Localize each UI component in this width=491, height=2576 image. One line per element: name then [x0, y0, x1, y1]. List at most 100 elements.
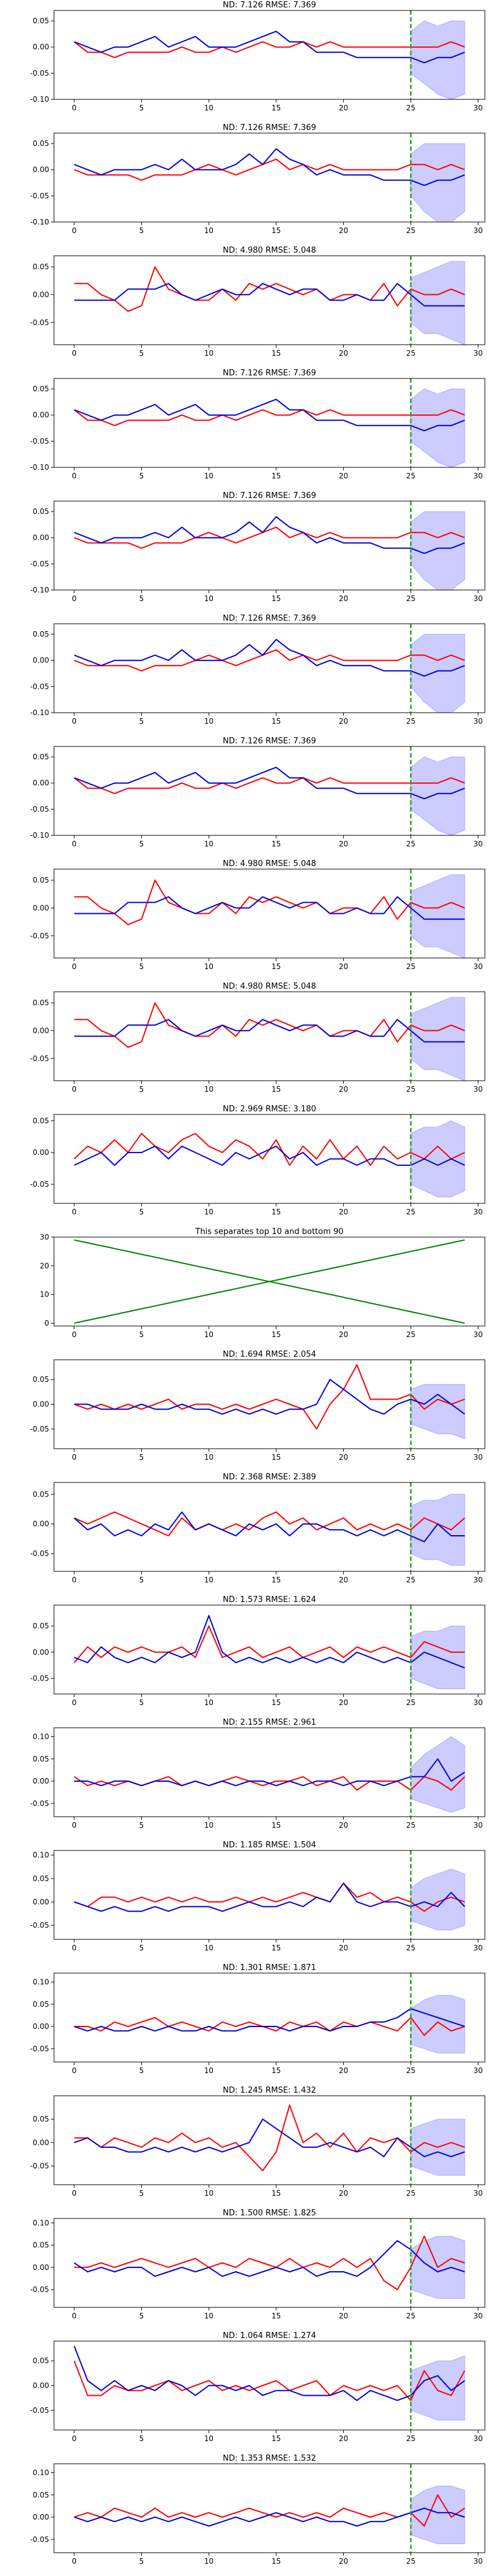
series-line-2 [74, 1882, 465, 1912]
series-line-2 [74, 2507, 465, 2527]
x-tick-label: 25 [406, 1944, 416, 1952]
x-tick-label: 25 [406, 472, 416, 480]
chart-panel-3: ND: 4.980 RMSE: 5.048 0 5 10 15 20 25 30 -0.05 0.… [0, 245, 491, 368]
x-tick-label: 25 [406, 2557, 416, 2566]
chart-title: ND: 2.969 RMSE: 3.180 [223, 1105, 316, 1114]
chart-svg: ND: 7.126 RMSE: 7.369 0 5 10 15 20 25 30 -0.10 -0… [30, 737, 485, 848]
x-tick-label: 15 [271, 1453, 280, 1462]
confidence-band [410, 1384, 465, 1439]
y-tick-label: 0.05 [33, 1622, 49, 1630]
y-tick-label: -0.05 [30, 2535, 49, 2543]
x-tick-label: 30 [473, 1698, 482, 1707]
x-tick-label: 15 [271, 1330, 280, 1339]
chart-title: ND: 4.980 RMSE: 5.048 [223, 982, 316, 991]
series-line-1 [74, 2494, 465, 2527]
chart-svg: ND: 1.573 RMSE: 1.624 0 5 10 15 20 25 30 -0.05 0.… [30, 1595, 485, 1707]
y-tick-label: 0.00 [33, 2513, 49, 2521]
x-tick-label: 15 [271, 1208, 280, 1216]
x-tick-label: 30 [473, 2434, 482, 2443]
y-tick-label: -0.10 [30, 218, 49, 226]
chart-svg: ND: 1.353 RMSE: 1.532 0 5 10 15 20 25 30 -0.05 0.… [30, 2454, 485, 2566]
confidence-band [410, 997, 465, 1081]
y-tick-label: -0.05 [30, 1054, 49, 1063]
y-tick-label: -0.10 [30, 463, 49, 472]
x-tick-label: 20 [339, 226, 348, 235]
x-tick-label: 10 [204, 226, 214, 235]
x-tick-label: 0 [72, 2312, 77, 2320]
x-tick-label: 10 [204, 1944, 214, 1952]
confidence-band [410, 1868, 465, 1931]
series-line-2 [74, 2008, 465, 2032]
chart-svg: ND: 1.301 RMSE: 1.871 0 5 10 15 20 25 30 -0.05 0.… [30, 1963, 485, 2075]
plot-frame [53, 868, 485, 959]
x-tick-label: 15 [271, 2066, 280, 2075]
plot-frame [53, 132, 485, 223]
x-tick-label: 10 [204, 2557, 214, 2566]
x-tick-label: 5 [139, 226, 144, 235]
chart-svg: ND: 2.155 RMSE: 2.961 0 5 10 15 20 25 30 -0.05 0.… [30, 1718, 485, 1830]
x-tick-label: 25 [406, 2434, 416, 2443]
series-line-2 [74, 148, 465, 186]
plot-frame [53, 1114, 485, 1204]
confidence-band [410, 1493, 465, 1566]
chart-panel-17: ND: 1.301 RMSE: 1.871 0 5 10 15 20 25 30 -0.05 0.… [0, 1963, 491, 2085]
x-tick-label: 10 [204, 1821, 214, 1830]
y-tick-label: -0.05 [30, 682, 49, 691]
plot-frame [53, 746, 485, 836]
x-tick-label: 20 [339, 2066, 348, 2075]
x-tick-label: 30 [473, 1208, 482, 1216]
chart-panel-10: ND: 2.969 RMSE: 3.180 0 5 10 15 20 25 30 -0.05 0.… [0, 1104, 491, 1227]
chart-title: ND: 4.980 RMSE: 5.048 [223, 859, 316, 868]
plot-frame [53, 1604, 485, 1695]
x-tick-label: 0 [72, 1208, 77, 1216]
series-line-2 [74, 2118, 465, 2158]
x-tick-label: 0 [72, 1698, 77, 1707]
x-tick-label: 10 [204, 717, 214, 726]
x-tick-label: 15 [271, 226, 280, 235]
x-tick-label: 15 [271, 1944, 280, 1952]
y-tick-label: 0.00 [33, 1400, 49, 1409]
chart-svg: ND: 7.126 RMSE: 7.369 0 5 10 15 20 25 30 -0.10 -0… [30, 614, 485, 726]
chart-svg: ND: 2.368 RMSE: 2.389 0 5 10 15 20 25 30 -0.05 0.… [30, 1473, 485, 1584]
chart-title: ND: 7.126 RMSE: 7.369 [223, 123, 316, 132]
series-line-1 [74, 2017, 465, 2036]
x-tick-label: 10 [204, 594, 214, 603]
x-tick-label: 5 [139, 2189, 144, 2198]
y-tick-label: 0.05 [33, 507, 49, 516]
x-tick-label: 30 [473, 717, 482, 726]
chart-svg: ND: 1.185 RMSE: 1.504 0 5 10 15 20 25 30 -0.05 0.… [30, 1841, 485, 1952]
x-tick-label: 10 [204, 2312, 214, 2320]
x-tick-label: 25 [406, 840, 416, 848]
y-tick-label: 0.05 [33, 1755, 49, 1763]
chart-svg: ND: 2.969 RMSE: 3.180 0 5 10 15 20 25 30 -0.05 0.… [30, 1105, 485, 1216]
y-tick-label: 0.00 [33, 1648, 49, 1657]
plot-frame [53, 2095, 485, 2185]
chart-panel-21: ND: 1.353 RMSE: 1.532 0 5 10 15 20 25 30 -0.05 0.… [0, 2453, 491, 2576]
chart-panel-20: ND: 1.064 RMSE: 1.274 0 5 10 15 20 25 30 -0.05 0.… [0, 2331, 491, 2453]
y-tick-label: -0.10 [30, 831, 49, 840]
x-tick-label: 30 [473, 104, 482, 112]
y-tick-label: -0.05 [30, 1180, 49, 1189]
x-tick-label: 10 [204, 1330, 214, 1339]
plot-frame [53, 10, 485, 100]
x-tick-label: 25 [406, 594, 416, 603]
chart-title: ND: 1.573 RMSE: 1.624 [223, 1595, 316, 1604]
y-tick-label: -0.05 [30, 932, 49, 940]
y-tick-label: -0.05 [30, 318, 49, 327]
chart-title: ND: 4.980 RMSE: 5.048 [223, 246, 316, 255]
y-tick-label: -0.10 [30, 708, 49, 717]
x-tick-label: 20 [339, 717, 348, 726]
y-tick-label: 20 [40, 1262, 49, 1270]
chart-panel-5: ND: 7.126 RMSE: 7.369 0 5 10 15 20 25 30 -0.10 -0… [0, 491, 491, 613]
chart-panel-14: ND: 1.573 RMSE: 1.624 0 5 10 15 20 25 30 -0.05 0.… [0, 1595, 491, 1717]
x-tick-label: 30 [473, 1944, 482, 1952]
y-tick-label: 0.05 [33, 1874, 49, 1883]
series-line-2 [74, 1239, 465, 1324]
x-tick-label: 15 [271, 962, 280, 971]
x-tick-label: 0 [72, 2189, 77, 2198]
plot-frame [53, 500, 485, 591]
y-tick-label: 0.00 [33, 2382, 49, 2390]
y-tick-label: 0.05 [33, 17, 49, 25]
chart-svg: ND: 1.245 RMSE: 1.432 0 5 10 15 20 25 30 -0.05 0.… [30, 2086, 485, 2198]
series-line-2 [74, 283, 465, 307]
